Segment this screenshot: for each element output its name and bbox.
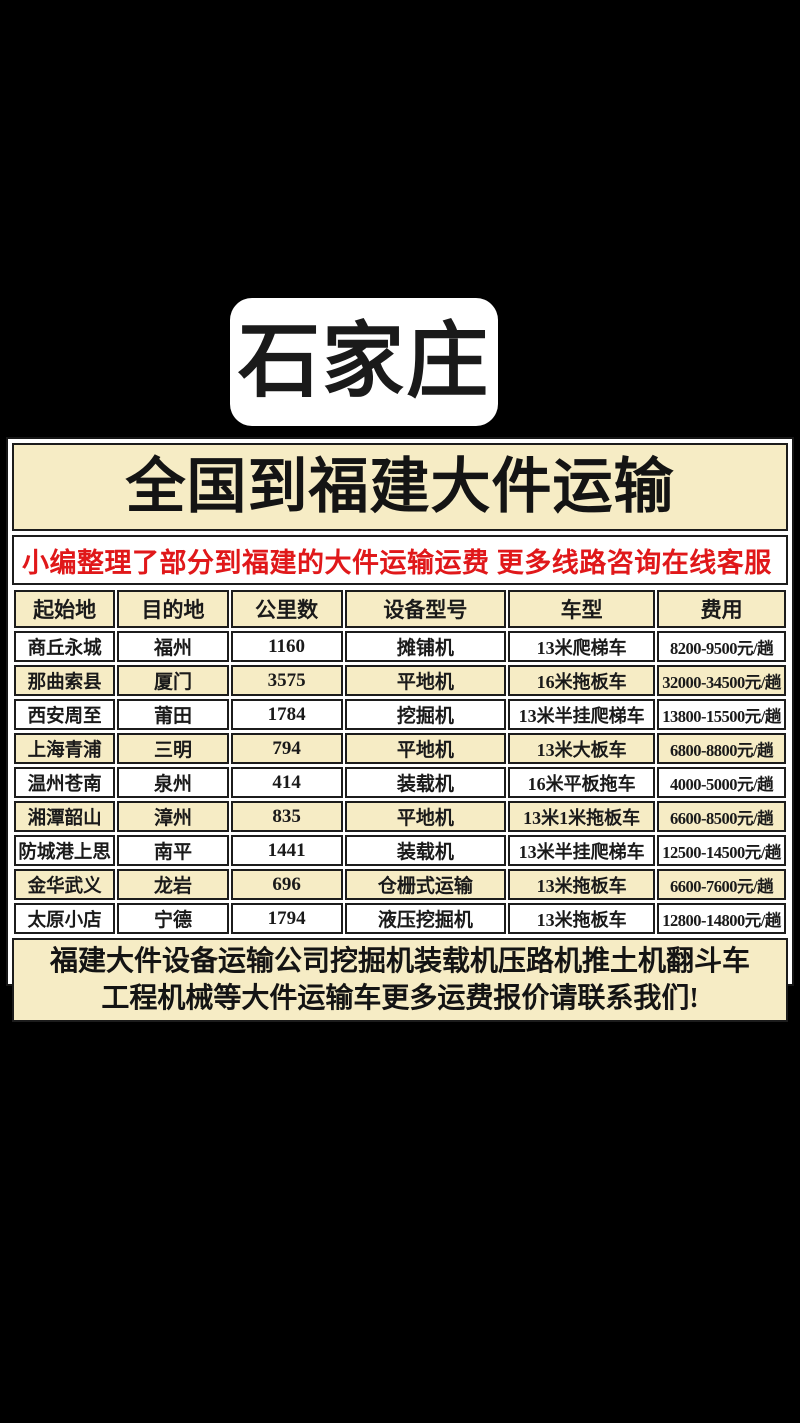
table-cell: 厦门	[117, 665, 229, 696]
table-cell: 6600-7600元/趟	[657, 869, 786, 900]
table-cell: 13米大板车	[508, 733, 656, 764]
poster-footer-line2: 工程机械等大件运输车更多运费报价请联系我们!	[101, 983, 699, 1014]
table-row: 防城港上思 南平 1441 装载机 13米半挂爬梯车 12500-14500元/…	[14, 835, 786, 866]
poster-footer: 福建大件设备运输公司挖掘机装载机压路机推土机翻斗车 工程机械等大件运输车更多运费…	[12, 938, 788, 1022]
table-cell: 4000-5000元/趟	[657, 767, 786, 798]
table-cell: 泉州	[117, 767, 229, 798]
city-badge: 石家庄	[230, 298, 498, 426]
table-header-row: 起始地 目的地 公里数 设备型号 车型 费用	[14, 590, 786, 628]
table-cell: 太原小店	[14, 903, 116, 934]
table-cell: 装载机	[344, 767, 507, 798]
table-cell: 福州	[117, 631, 229, 662]
table-cell: 6600-8500元/趟	[657, 801, 786, 832]
table-row: 西安周至 莆田 1784 挖掘机 13米半挂爬梯车 13800-15500元/趟	[14, 699, 786, 730]
table-cell: 16米平板拖车	[508, 767, 656, 798]
table-cell: 那曲索县	[14, 665, 116, 696]
city-badge-label: 石家庄	[237, 316, 490, 407]
table-cell: 湘潭韶山	[14, 801, 116, 832]
table-cell: 装载机	[344, 835, 507, 866]
table-row: 金华武义 龙岩 696 仓栅式运输 13米拖板车 6600-7600元/趟	[14, 869, 786, 900]
table-cell: 龙岩	[117, 869, 229, 900]
column-header-kilometers: 公里数	[230, 590, 343, 628]
table-cell: 1784	[230, 699, 343, 730]
column-header-destination: 目的地	[117, 590, 229, 628]
poster-title-box: 全国到福建大件运输	[12, 443, 788, 531]
table-cell: 防城港上思	[14, 835, 116, 866]
table-cell: 3575	[230, 665, 343, 696]
table-cell: 13米爬梯车	[508, 631, 656, 662]
table-row: 上海青浦 三明 794 平地机 13米大板车 6800-8800元/趟	[14, 733, 786, 764]
table-cell: 13800-15500元/趟	[657, 699, 786, 730]
table-cell: 696	[230, 869, 343, 900]
table-cell: 三明	[117, 733, 229, 764]
poster-title: 全国到福建大件运输	[125, 454, 675, 520]
table-cell: 1160	[230, 631, 343, 662]
table-cell: 13米半挂爬梯车	[508, 699, 656, 730]
poster-subtitle: 小编整理了部分到福建的大件运输运费 更多线路咨询在线客服	[22, 547, 772, 578]
table-cell: 13米拖板车	[508, 869, 656, 900]
column-header-fee: 费用	[657, 590, 786, 628]
table-cell: 6800-8800元/趟	[657, 733, 786, 764]
table-cell: 温州苍南	[14, 767, 116, 798]
table-cell: 上海青浦	[14, 733, 116, 764]
table-cell: 794	[230, 733, 343, 764]
table-cell: 平地机	[344, 733, 507, 764]
table-cell: 13米半挂爬梯车	[508, 835, 656, 866]
poster-panel: 全国到福建大件运输 小编整理了部分到福建的大件运输运费 更多线路咨询在线客服 起…	[6, 437, 794, 1022]
table-cell: 12500-14500元/趟	[657, 835, 786, 866]
freight-table: 起始地 目的地 公里数 设备型号 车型 费用 商丘永城 福州 1160 摊铺机 …	[12, 587, 788, 937]
table-cell: 平地机	[344, 665, 507, 696]
table-cell: 西安周至	[14, 699, 116, 730]
table-cell: 13米1米拖板车	[508, 801, 656, 832]
table-row: 太原小店 宁德 1794 液压挖掘机 13米拖板车 12800-14800元/趟	[14, 903, 786, 934]
table-cell: 挖掘机	[344, 699, 507, 730]
table-row: 商丘永城 福州 1160 摊铺机 13米爬梯车 8200-9500元/趟	[14, 631, 786, 662]
table-cell: 南平	[117, 835, 229, 866]
table-cell: 12800-14800元/趟	[657, 903, 786, 934]
table-cell: 漳州	[117, 801, 229, 832]
table-cell: 莆田	[117, 699, 229, 730]
table-cell: 1794	[230, 903, 343, 934]
table-cell: 16米拖板车	[508, 665, 656, 696]
table-cell: 商丘永城	[14, 631, 116, 662]
table-cell: 金华武义	[14, 869, 116, 900]
table-cell: 平地机	[344, 801, 507, 832]
table-cell: 宁德	[117, 903, 229, 934]
column-header-vehicle: 车型	[508, 590, 656, 628]
table-cell: 1441	[230, 835, 343, 866]
table-cell: 仓栅式运输	[344, 869, 507, 900]
poster-footer-line1: 福建大件设备运输公司挖掘机装载机压路机推土机翻斗车	[49, 946, 750, 977]
table-cell: 8200-9500元/趟	[657, 631, 786, 662]
column-header-origin: 起始地	[14, 590, 116, 628]
table-row: 湘潭韶山 漳州 835 平地机 13米1米拖板车 6600-8500元/趟	[14, 801, 786, 832]
table-row: 温州苍南 泉州 414 装载机 16米平板拖车 4000-5000元/趟	[14, 767, 786, 798]
table-cell: 414	[230, 767, 343, 798]
table-cell: 835	[230, 801, 343, 832]
column-header-equipment: 设备型号	[344, 590, 507, 628]
table-cell: 摊铺机	[344, 631, 507, 662]
table-cell: 32000-34500元/趟	[657, 665, 786, 696]
table-cell: 液压挖掘机	[344, 903, 507, 934]
poster-subtitle-box: 小编整理了部分到福建的大件运输运费 更多线路咨询在线客服	[12, 535, 788, 585]
table-row: 那曲索县 厦门 3575 平地机 16米拖板车 32000-34500元/趟	[14, 665, 786, 696]
table-cell: 13米拖板车	[508, 903, 656, 934]
